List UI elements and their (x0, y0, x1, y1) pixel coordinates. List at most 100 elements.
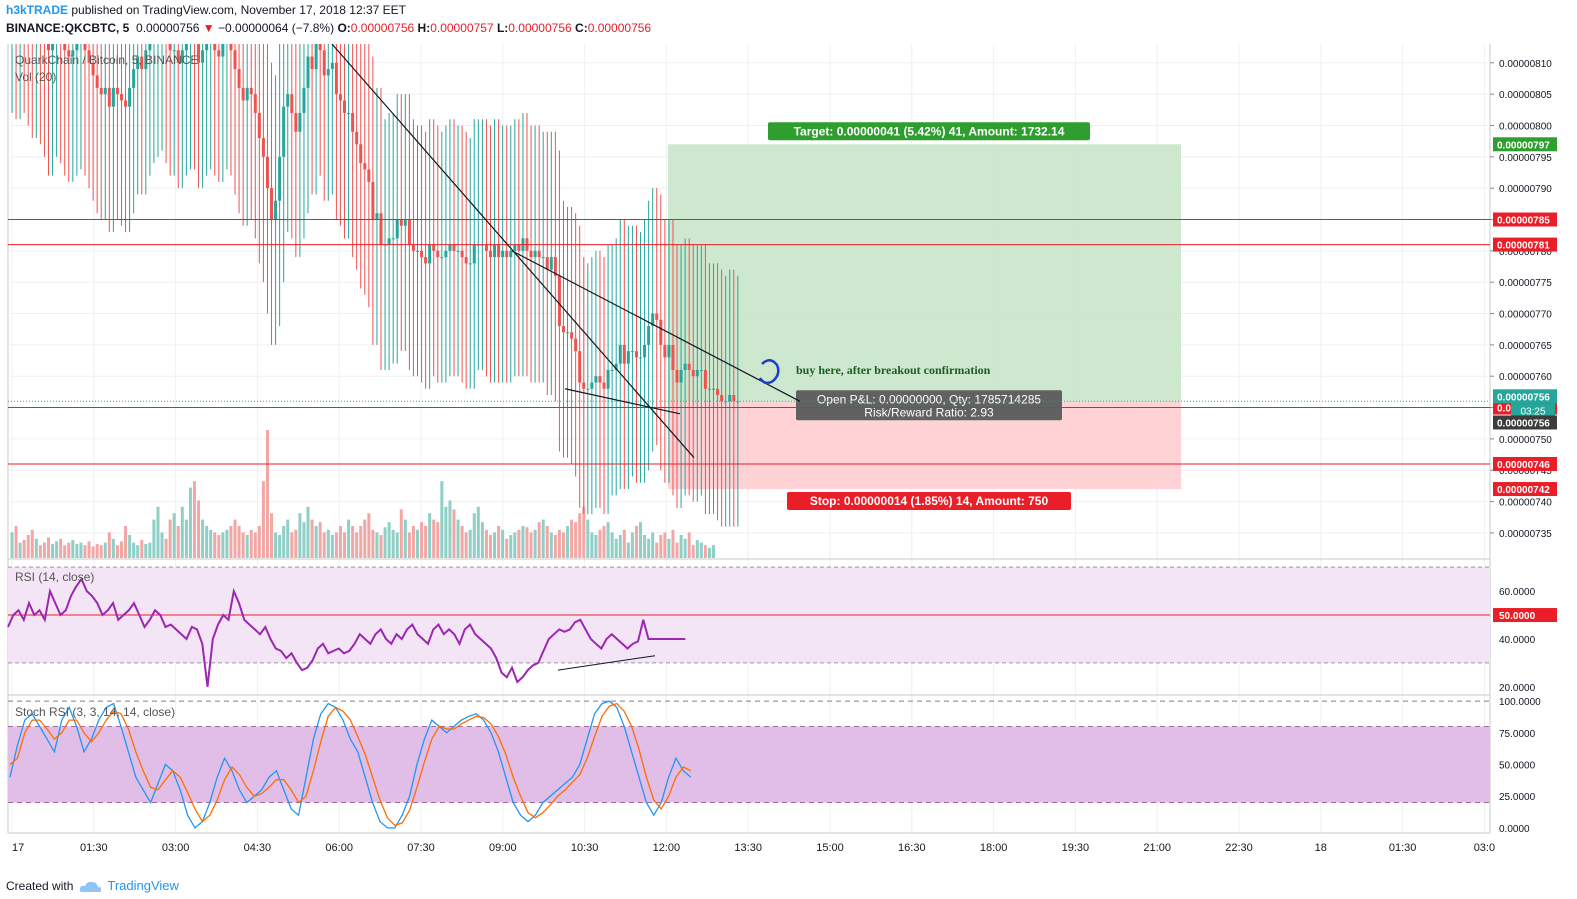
candle-body (197, 44, 201, 63)
buy-arrow-icon (758, 359, 780, 385)
volume-bar (566, 526, 570, 558)
candle-body (63, 44, 67, 51)
trend-lines[interactable] (331, 43, 801, 459)
volume-bar (448, 500, 452, 558)
candle-body (148, 44, 152, 51)
main-pane-title: QuarkChain / Bitcoin, 5, BINANCE (15, 53, 198, 67)
candle-body (513, 244, 517, 251)
volume-bar (233, 519, 237, 558)
volume-bar (343, 532, 347, 558)
horizontal-levels[interactable] (8, 219, 1490, 465)
volume-bar (132, 542, 136, 558)
candle-body (695, 369, 699, 377)
y-tick-label: 0.00000805 (1499, 90, 1552, 101)
candle-body (347, 112, 351, 114)
volume-bar (278, 534, 282, 558)
symbol-label[interactable]: BINANCE:QKCBTC, 5 (6, 21, 130, 35)
volume-bar (355, 532, 359, 558)
candle-body (444, 250, 448, 258)
volume-bar (647, 538, 651, 558)
candle-body (610, 369, 614, 371)
rsi-line (7, 577, 686, 687)
candle-body (314, 44, 318, 70)
volume-bar (34, 538, 38, 558)
volume-bar (30, 529, 34, 558)
rsi-divergence-line (557, 655, 656, 671)
candle-body (598, 376, 602, 383)
candle-body (643, 344, 647, 358)
y-tick-label: 0.00000780 (1499, 247, 1552, 258)
candle-body (574, 338, 578, 352)
chart-labels: QuarkChain / Bitcoin, 5, BINANCE Vol (20… (15, 53, 991, 719)
candle-body (675, 369, 679, 383)
x-tick-label: 15:00 (816, 842, 844, 854)
pnl-box (796, 390, 1062, 421)
volume-bar (578, 513, 582, 558)
candle-body (229, 44, 233, 51)
candle-body (261, 138, 265, 157)
candle-body (582, 382, 586, 389)
volume-bar (184, 519, 188, 558)
candle-body (647, 326, 651, 345)
volume-bar (91, 546, 95, 558)
x-tick-label: 10:30 (571, 842, 599, 854)
candle-body (87, 50, 91, 63)
candle-body (67, 50, 71, 57)
candle-body (282, 106, 286, 157)
chart-header: h3kTRADE published on TradingView.com, N… (0, 0, 1577, 44)
candle-body (651, 313, 655, 327)
candle-body (420, 250, 424, 258)
candle-body (115, 87, 119, 95)
tradingview-link[interactable]: TradingView (107, 878, 179, 893)
volume-bar (383, 527, 387, 558)
wedge-upper-line (511, 250, 801, 402)
candle-body (302, 87, 306, 113)
stop-label-box (787, 492, 1071, 511)
volume-bar (683, 538, 687, 558)
volume-bar (634, 526, 638, 558)
candle-body (566, 332, 570, 334)
candle-body (265, 156, 269, 189)
price-axes: 0.00000810 0.00000805 0.00000800 0.00000795… (1490, 59, 1557, 540)
buy-annotation[interactable]: buy here, after breakout confirmation (796, 363, 991, 377)
volume-bar (387, 522, 391, 558)
candle-body (343, 100, 347, 113)
candle-body (602, 382, 606, 389)
candle-body (51, 44, 55, 51)
volume-bar (675, 542, 679, 558)
candle-body (375, 213, 379, 220)
volume-bar (26, 534, 30, 558)
volume-bar (180, 506, 184, 558)
candle-body (395, 219, 399, 239)
volume-bar (314, 526, 318, 558)
candle-body (403, 219, 407, 226)
candle-body (99, 87, 103, 95)
candle-body (436, 250, 440, 258)
volume-bar (367, 513, 371, 558)
volume-bar (630, 532, 634, 558)
candle-body (172, 50, 176, 52)
author-link[interactable]: h3kTRADE (6, 3, 69, 17)
candle-body (168, 44, 172, 51)
candle-body (659, 319, 663, 345)
y-tick-label: 0.00000745 (1499, 466, 1552, 477)
volume-bar (286, 519, 290, 558)
volume-bar (432, 519, 436, 558)
candle-body (83, 44, 87, 51)
close-value: 0.00000756 (587, 21, 652, 35)
candle-body (334, 62, 338, 95)
candle-body (517, 244, 521, 251)
volume-bar (322, 532, 326, 558)
volume-bar (59, 538, 63, 558)
volume-bar (140, 540, 144, 558)
position-zones[interactable]: Target: 0.00000041 (5.42%) 41, Amount: 1… (668, 122, 1181, 511)
candle-body (257, 112, 261, 139)
x-tick-label: 21:00 (1143, 842, 1171, 854)
candle-body (128, 87, 132, 107)
candle-body (359, 144, 363, 164)
target-price-tag-box (1493, 137, 1557, 152)
x-tick-label: 01:30 (1389, 842, 1417, 854)
rsi-y-tick-label: 60.0000 (1499, 587, 1536, 598)
candle-body (136, 56, 140, 70)
